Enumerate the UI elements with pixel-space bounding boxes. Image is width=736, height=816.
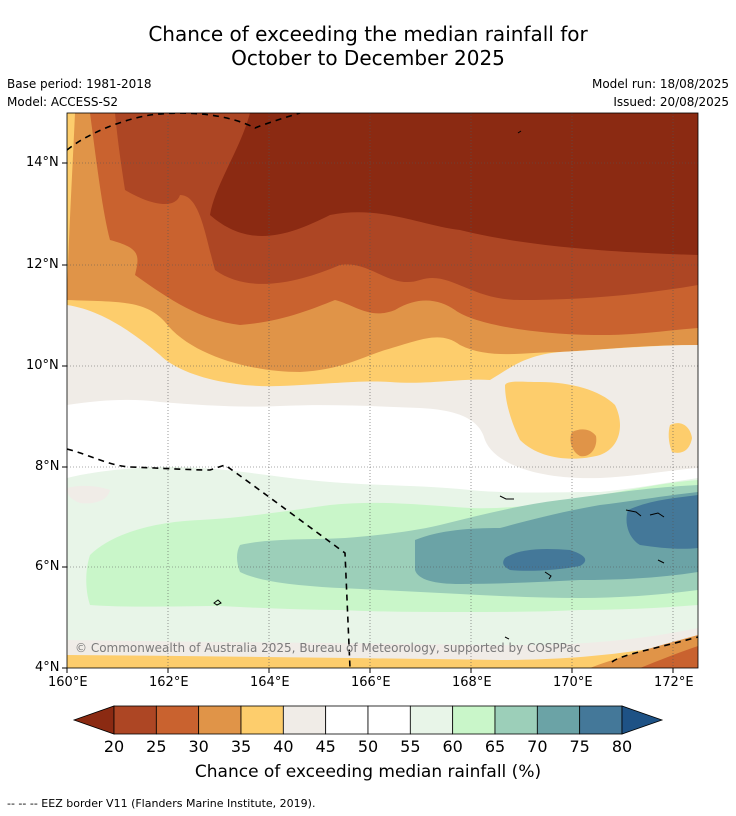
colorbar-segment xyxy=(198,705,242,735)
colorbar-title: Chance of exceeding median rainfall (%) xyxy=(194,762,542,782)
lat-label: 14°N xyxy=(26,155,59,170)
lon-label: 168°E xyxy=(452,675,492,690)
meta-right: Model run: 18/08/2025 Issued: 20/08/2025 xyxy=(592,75,729,111)
model-name: Model: ACCESS-S2 xyxy=(7,95,119,109)
map-title: Chance of exceeding the median rainfall … xyxy=(0,22,736,70)
colorbar-tick-label: 20 xyxy=(103,737,125,756)
colorbar-tick-label: 65 xyxy=(484,737,506,756)
colorbar-segment xyxy=(113,705,157,735)
title-line-1: Chance of exceeding the median rainfall … xyxy=(148,22,588,46)
eez-legend: -- -- -- EEZ border V11 (Flanders Marine… xyxy=(7,797,316,810)
colorbar-tick-label: 45 xyxy=(315,737,336,756)
lon-label: 164°E xyxy=(250,675,290,690)
colorbar-tick-label: 30 xyxy=(188,737,209,756)
lon-label: 160°E xyxy=(48,675,88,690)
colorbar-tick-label: 80 xyxy=(611,737,633,756)
lon-label: 166°E xyxy=(351,675,391,690)
lat-label: 6°N xyxy=(35,559,60,574)
lat-label: 12°N xyxy=(26,257,59,272)
colorbar-tick-label: 70 xyxy=(527,737,548,756)
meta-left: Base period: 1981-2018 Model: ACCESS-S2 xyxy=(7,75,152,111)
colorbar-tick-label: 35 xyxy=(230,737,252,756)
colorbar-tick-label: 60 xyxy=(442,737,463,756)
lon-label: 172°E xyxy=(654,675,694,690)
colorbar-segment xyxy=(282,705,327,735)
colorbar-tick-label: 25 xyxy=(146,737,167,756)
colorbar-segment xyxy=(579,705,623,735)
colorbar-segment xyxy=(325,705,369,735)
title-line-2: October to December 2025 xyxy=(231,46,505,70)
model-run: Model run: 18/08/2025 xyxy=(591,77,729,91)
lon-label: 170°E xyxy=(553,675,593,690)
lat-label: 8°N xyxy=(35,459,60,474)
colorbar-extend-low xyxy=(72,705,115,735)
colorbar-segment xyxy=(536,705,581,735)
colorbar-extend-high xyxy=(621,705,664,735)
lat-label: 10°N xyxy=(26,358,59,373)
colorbar-segment xyxy=(452,705,496,735)
colorbar-tick-label: 55 xyxy=(400,737,421,756)
colorbar-tick-label: 50 xyxy=(357,737,379,756)
colorbar-tick-label: 40 xyxy=(273,737,294,756)
lat-label: 4°N xyxy=(35,660,60,675)
lon-label: 162°E xyxy=(149,675,189,690)
colorbar-segment xyxy=(409,705,454,735)
colorbar xyxy=(72,705,664,735)
colorbar-segment xyxy=(240,705,284,735)
colorbar-tick-label: 75 xyxy=(569,737,590,756)
probability-field xyxy=(67,113,698,668)
islands xyxy=(213,130,665,640)
copyright-text: © Commonwealth of Australia 2025, Bureau… xyxy=(75,641,581,655)
eez-border xyxy=(67,113,698,668)
colorbar-segment xyxy=(155,705,200,735)
issued-date: Issued: 20/08/2025 xyxy=(613,95,729,109)
map-frame xyxy=(66,112,699,669)
colorbar-segment xyxy=(367,705,411,735)
colorbar-segment xyxy=(494,705,538,735)
base-period: Base period: 1981-2018 xyxy=(7,77,152,91)
